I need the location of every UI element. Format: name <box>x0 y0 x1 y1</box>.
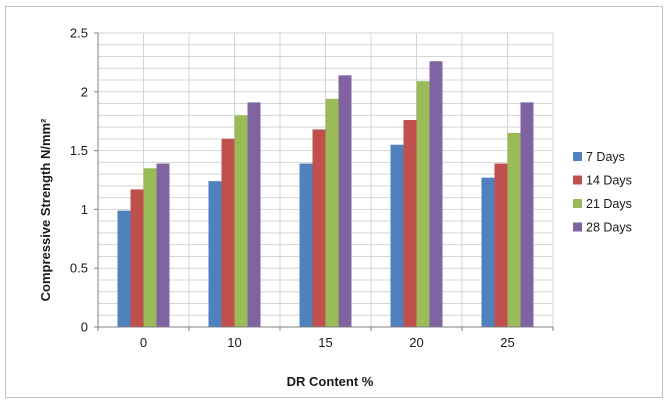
bar-14-days-0 <box>130 189 144 327</box>
axes-layer <box>94 32 554 331</box>
x-tick-label: 20 <box>409 335 423 350</box>
bar-14-days-10 <box>221 138 235 327</box>
bar-7-days-0 <box>117 210 131 327</box>
bar-7-days-25 <box>481 177 495 327</box>
bar-21-days-25 <box>507 132 521 327</box>
bar-14-days-15 <box>312 129 326 327</box>
x-tick-label: 10 <box>227 335 241 350</box>
bar-14-days-20 <box>403 120 417 327</box>
bar-28-days-0 <box>156 163 170 327</box>
legend: 7 Days 14 Days 21 Days 28 Days <box>573 150 632 235</box>
legend-label: 7 Days <box>586 150 625 164</box>
x-axis-label: DR Content % <box>287 374 374 389</box>
y-axis-label: Compressive Strength N/mm² <box>38 118 53 301</box>
legend-swatch <box>573 175 582 185</box>
bar-21-days-10 <box>234 115 248 327</box>
legend-label: 21 Days <box>586 197 632 211</box>
bar-21-days-0 <box>143 168 157 327</box>
bar-28-days-20 <box>429 61 443 327</box>
bar-28-days-10 <box>247 102 261 327</box>
ticks-layer: 0 0.5 1 1.5 2 2.5 0 10 15 20 25 <box>70 26 515 351</box>
bars-layer <box>117 61 534 327</box>
y-tick-label: 0 <box>81 320 88 335</box>
y-tick-label: 1 <box>81 202 88 217</box>
legend-label: 14 Days <box>586 174 632 188</box>
bar-7-days-20 <box>390 144 404 327</box>
legend-label: 28 Days <box>586 221 632 235</box>
y-tick-label: 1.5 <box>70 143 88 158</box>
x-tick-label: 0 <box>140 335 147 350</box>
y-tick-label: 2 <box>81 84 88 99</box>
legend-swatch <box>573 222 582 232</box>
bar-28-days-15 <box>338 75 352 327</box>
bar-14-days-25 <box>494 163 508 327</box>
x-tick-label: 15 <box>318 335 332 350</box>
bar-21-days-20 <box>416 81 430 327</box>
bar-21-days-15 <box>325 98 339 327</box>
y-tick-label: 2.5 <box>70 26 88 41</box>
bar-7-days-10 <box>208 181 222 327</box>
legend-swatch <box>573 199 582 208</box>
y-tick-label: 0.5 <box>70 261 88 276</box>
x-tick-label: 25 <box>500 335 514 350</box>
bar-7-days-15 <box>299 163 313 327</box>
legend-swatch <box>573 152 582 161</box>
bar-28-days-25 <box>520 102 534 327</box>
